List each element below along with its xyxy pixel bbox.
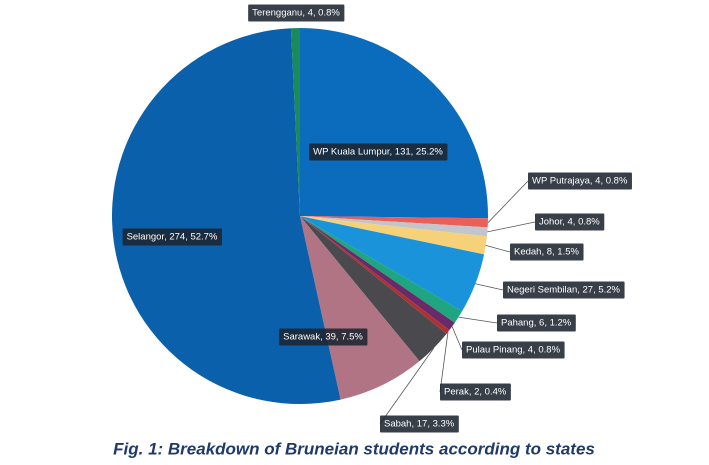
- pie-slice: [300, 216, 455, 331]
- label-text: Terengganu, 4, 0.8%: [252, 8, 340, 19]
- data-label: Negeri Sembilan, 27, 5.2%: [503, 281, 625, 299]
- pie-slice: [300, 216, 420, 400]
- pie-slice: [290, 28, 300, 216]
- data-label: Sabah, 17, 3.3%: [380, 415, 459, 433]
- data-label: Perak, 2, 0.4%: [440, 383, 511, 401]
- leader-line: [439, 331, 449, 393]
- label-text: Pahang, 6, 1.2%: [501, 318, 572, 329]
- data-label: WP Putrajaya, 4, 0.8%: [528, 172, 632, 190]
- label-box: [309, 143, 448, 161]
- chart-title: Fig. 1: Breakdown of Bruneian students a…: [113, 439, 595, 458]
- leader-line: [475, 283, 504, 291]
- label-box: [440, 383, 511, 401]
- data-label: Pulau Pinang, 4, 0.8%: [462, 341, 565, 359]
- data-label: WP Kuala Lumpur, 131, 25.2%: [309, 143, 448, 161]
- pie-slice: [300, 216, 488, 228]
- label-text: WP Kuala Lumpur, 131, 25.2%: [313, 147, 443, 158]
- label-box: [510, 243, 584, 261]
- label-box: [528, 172, 632, 190]
- pie-slice: [300, 216, 487, 255]
- label-box: [122, 228, 222, 246]
- label-text: Sarawak, 39, 7.5%: [283, 332, 363, 343]
- data-label: Terengganu, 4, 0.8%: [248, 4, 345, 22]
- label-box: [248, 4, 345, 22]
- pie-slice: [300, 216, 447, 362]
- label-text: Sabah, 17, 3.3%: [384, 419, 455, 430]
- leader-line: [458, 316, 498, 324]
- pie-slice: [300, 216, 488, 237]
- label-text: Negeri Sembilan, 27, 5.2%: [507, 285, 621, 296]
- pie-slice: [300, 28, 488, 219]
- label-box: [380, 415, 459, 433]
- pie-slice: [300, 216, 450, 334]
- label-box: [497, 314, 576, 332]
- label-box: [462, 341, 565, 359]
- data-label: Kedah, 8, 1.5%: [510, 243, 584, 261]
- label-text: Johor, 4, 0.8%: [539, 217, 600, 228]
- label-text: Perak, 2, 0.4%: [444, 387, 507, 398]
- leader-line: [487, 221, 536, 233]
- label-text: Pulau Pinang, 4, 0.8%: [466, 345, 561, 356]
- label-box: [279, 328, 368, 346]
- leader-line: [485, 245, 511, 253]
- data-label: Selangor, 274, 52.7%: [122, 228, 222, 246]
- label-text: Selangor, 274, 52.7%: [127, 232, 218, 243]
- leader-line: [379, 347, 435, 425]
- label-box: [503, 281, 625, 299]
- leader-line: [451, 326, 463, 351]
- pie-slice: [300, 216, 485, 312]
- label-text: Kedah, 8, 1.5%: [514, 247, 580, 258]
- data-label: Pahang, 6, 1.2%: [497, 314, 576, 332]
- pie-slice: [300, 216, 463, 323]
- label-text: WP Putrajaya, 4, 0.8%: [532, 176, 628, 187]
- leader-line: [487, 180, 529, 224]
- data-label: Sarawak, 39, 7.5%: [279, 328, 368, 346]
- label-box: [535, 213, 605, 231]
- data-label: Johor, 4, 0.8%: [535, 213, 605, 231]
- pie-slice: [111, 28, 341, 405]
